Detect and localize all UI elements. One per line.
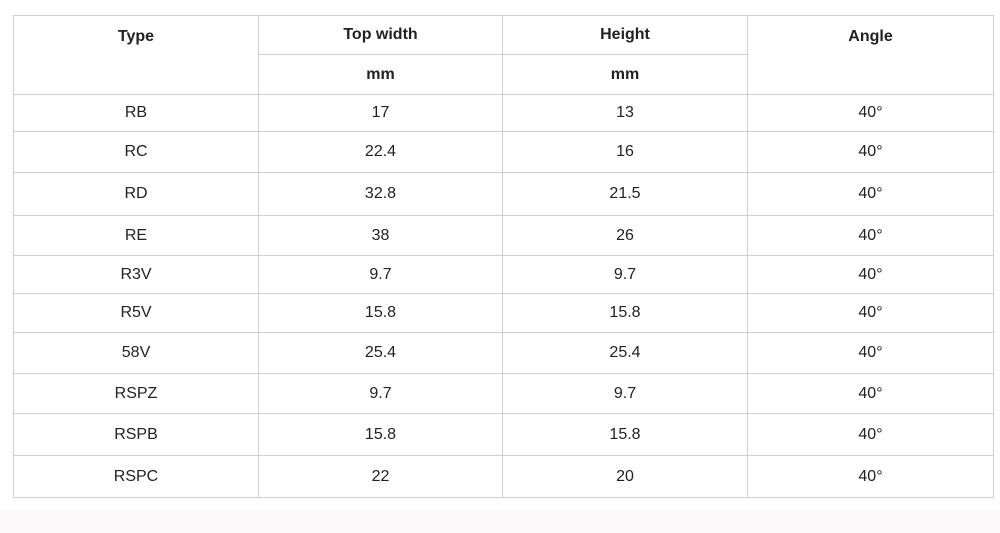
cell-top-width: 9.7: [258, 255, 503, 294]
cell-height: 15.8: [502, 293, 748, 333]
cell-top-width: 15.8: [258, 413, 503, 456]
unit-height: mm: [502, 54, 748, 95]
cell-angle: 40°: [747, 413, 994, 456]
cell-height: 25.4: [502, 332, 748, 374]
cell-top-width: 32.8: [258, 172, 503, 216]
cell-height: 13: [502, 94, 748, 132]
cell-height: 15.8: [502, 413, 748, 456]
cell-height: 9.7: [502, 373, 748, 414]
cell-type: RE: [13, 215, 259, 256]
cell-angle: 40°: [747, 131, 994, 173]
dimensions-table: Type Top width Height Angle mm mm RB 17 13…: [13, 15, 994, 498]
cell-type: RD: [13, 172, 259, 216]
unit-top-width: mm: [258, 54, 503, 95]
cell-top-width: 9.7: [258, 373, 503, 414]
cell-type: 58V: [13, 332, 259, 374]
cell-angle: 40°: [747, 455, 994, 498]
cell-type: RB: [13, 94, 259, 132]
table-body: RB 17 13 40° RC 22.4 16 40° RD 32.8 21.5 40° RE 38 26 4…: [13, 94, 994, 498]
cell-type: RSPB: [13, 413, 259, 456]
cell-angle: 40°: [747, 373, 994, 414]
cell-type: RSPZ: [13, 373, 259, 414]
header-height: Height: [502, 15, 748, 55]
table-row: R5V 15.8 15.8 40°: [13, 293, 994, 333]
cell-height: 26: [502, 215, 748, 256]
cell-type: R3V: [13, 255, 259, 294]
table-row: RD 32.8 21.5 40°: [13, 172, 994, 216]
cell-height: 20: [502, 455, 748, 498]
cell-top-width: 22.4: [258, 131, 503, 173]
table-row: R3V 9.7 9.7 40°: [13, 255, 994, 294]
table-row: RSPC 22 20 40°: [13, 455, 994, 498]
cell-top-width: 38: [258, 215, 503, 256]
cell-top-width: 25.4: [258, 332, 503, 374]
table-row: RB 17 13 40°: [13, 94, 994, 132]
table-row: 58V 25.4 25.4 40°: [13, 332, 994, 374]
cell-type: R5V: [13, 293, 259, 333]
cell-type: RC: [13, 131, 259, 173]
cell-angle: 40°: [747, 332, 994, 374]
cell-angle: 40°: [747, 215, 994, 256]
header-top-width: Top width: [258, 15, 503, 55]
cell-height: 16: [502, 131, 748, 173]
table-row: RE 38 26 40°: [13, 215, 994, 256]
cell-angle: 40°: [747, 293, 994, 333]
cell-angle: 40°: [747, 255, 994, 294]
cell-top-width: 15.8: [258, 293, 503, 333]
header-angle: Angle: [747, 15, 994, 95]
cell-angle: 40°: [747, 172, 994, 216]
page-footer-strip: [0, 510, 1000, 533]
cell-top-width: 17: [258, 94, 503, 132]
cell-top-width: 22: [258, 455, 503, 498]
cell-height: 21.5: [502, 172, 748, 216]
cell-height: 9.7: [502, 255, 748, 294]
cell-angle: 40°: [747, 94, 994, 132]
table-row: RSPB 15.8 15.8 40°: [13, 413, 994, 456]
header-type: Type: [13, 15, 259, 95]
table-row: RC 22.4 16 40°: [13, 131, 994, 173]
table-row: RSPZ 9.7 9.7 40°: [13, 373, 994, 414]
cell-type: RSPC: [13, 455, 259, 498]
